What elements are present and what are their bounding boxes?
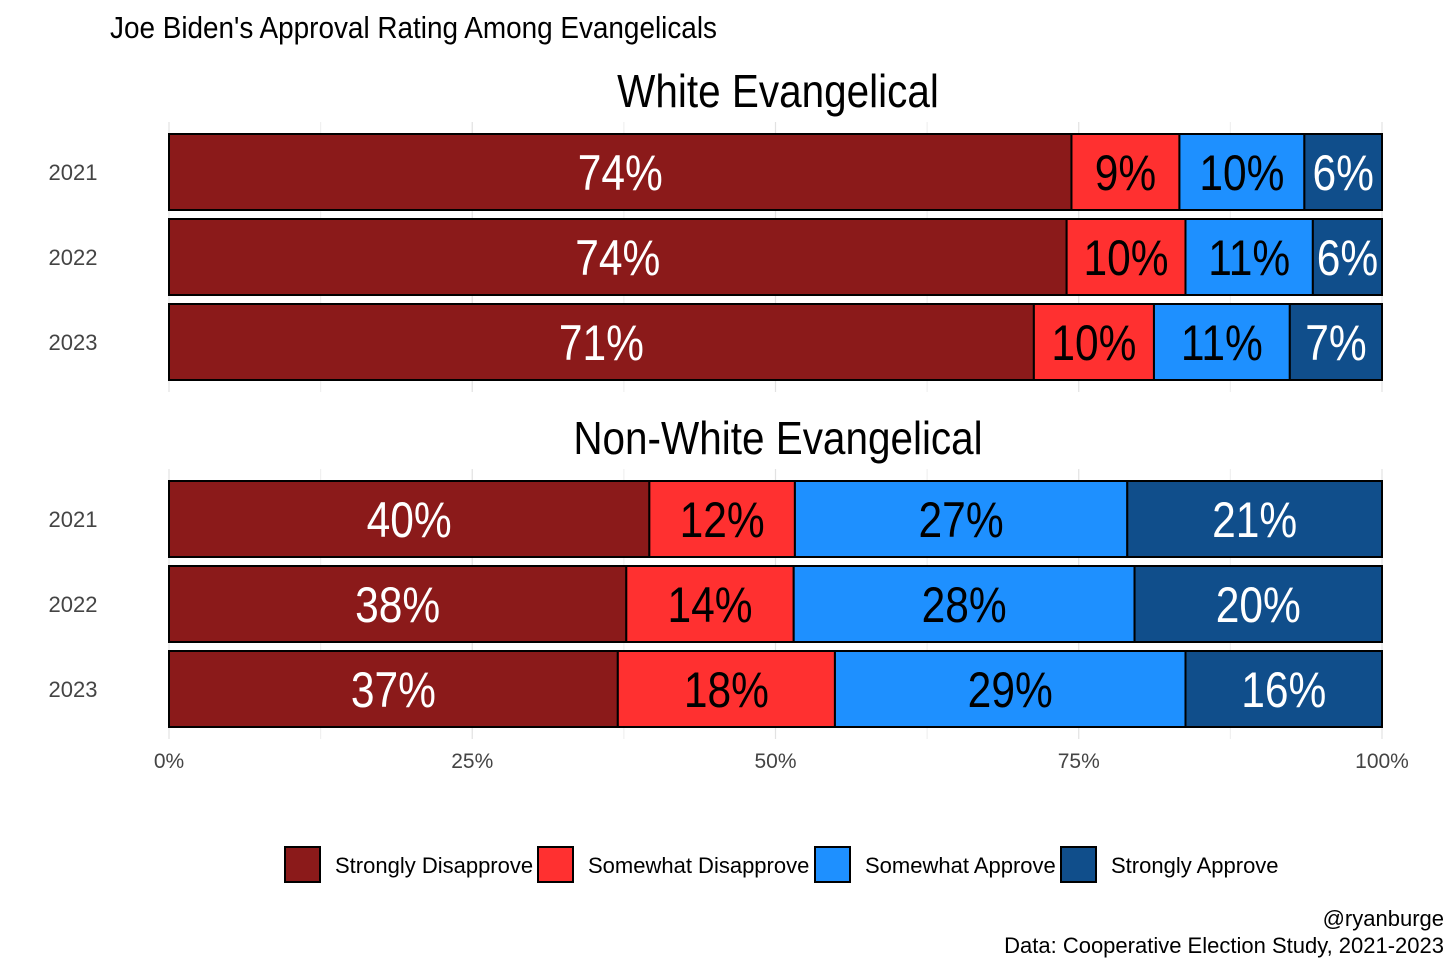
panel-1: Non-White Evangelical 2021 40% 12% 27% 21% 202…: [49, 414, 1384, 739]
bar-value-label: 9%: [1095, 145, 1156, 201]
bar-value-label: 11%: [1208, 230, 1290, 286]
bar-value-label: 40%: [367, 492, 452, 548]
year-label: 2023: [49, 677, 98, 702]
legend-swatch: [284, 846, 321, 883]
bar-value-label: 12%: [680, 492, 765, 548]
legend-swatch: [1060, 846, 1097, 883]
bar-value-label: 29%: [968, 662, 1053, 718]
bar-segment: [168, 303, 1035, 381]
bar-segment: [168, 480, 651, 558]
bar-value-label: 21%: [1212, 492, 1297, 548]
bar-segment: [1288, 303, 1384, 381]
panel-title: White Evangelical: [617, 67, 939, 118]
year-label: 2022: [49, 592, 98, 617]
bar-segment: [1178, 133, 1306, 211]
bar-value-label: 74%: [578, 145, 663, 201]
bar-segment: [648, 480, 796, 558]
bar-segment: [1126, 480, 1384, 558]
year-label: 2021: [49, 507, 98, 532]
x-tick-label: 0%: [154, 750, 184, 773]
bar-segment: [1311, 218, 1384, 296]
chart-title: Joe Biden's Approval Rating Among Evange…: [110, 11, 717, 46]
bar-segment: [625, 565, 795, 643]
panel-title: Non-White Evangelical: [573, 414, 982, 465]
bar-segment: [793, 480, 1129, 558]
bar-segment: [168, 565, 628, 643]
bar-value-label: 16%: [1241, 662, 1326, 718]
legend-label: Somewhat Disapprove: [588, 853, 809, 878]
bar-segment: [1184, 218, 1314, 296]
x-tick-label: 75%: [1058, 750, 1100, 773]
bar-value-label: 20%: [1216, 577, 1301, 633]
legend-swatch: [814, 846, 851, 883]
bar-value-label: 27%: [919, 492, 1004, 548]
bar-value-label: 71%: [559, 315, 644, 371]
bar-segment: [1152, 303, 1291, 381]
x-tick-label: 50%: [754, 750, 796, 773]
bar-value-label: 6%: [1317, 230, 1378, 286]
year-label: 2022: [49, 245, 98, 270]
year-label: 2023: [49, 330, 98, 355]
bar-value-label: 38%: [355, 577, 440, 633]
x-tick-label: 25%: [451, 750, 493, 773]
legend-label: Somewhat Approve: [865, 853, 1056, 878]
caption-source: Data: Cooperative Election Study, 2021-2…: [1004, 933, 1444, 958]
legend-label: Strongly Disapprove: [335, 853, 533, 878]
bar-value-label: 14%: [667, 577, 752, 633]
bar-segment: [1133, 565, 1383, 643]
bar-value-label: 10%: [1084, 230, 1169, 286]
panel-0: White Evangelical 2021 74% 9% 10% 6% 2022 74% 10…: [49, 67, 1384, 392]
bar-value-label: 28%: [922, 577, 1007, 633]
bar-segment: [1032, 303, 1155, 381]
bar-segment: [1065, 218, 1187, 296]
legend-swatch: [537, 846, 574, 883]
bar-segment: [168, 650, 619, 728]
bar-value-label: 37%: [351, 662, 436, 718]
legend-label: Strongly Approve: [1111, 853, 1279, 878]
bar-value-label: 7%: [1305, 315, 1366, 371]
year-label: 2021: [49, 160, 98, 185]
bar-value-label: 6%: [1312, 145, 1373, 201]
bar-segment: [1070, 133, 1181, 211]
bar-value-label: 18%: [684, 662, 769, 718]
x-tick-label: 100%: [1355, 750, 1409, 773]
bar-segment: [833, 650, 1187, 728]
bar-segment: [792, 565, 1136, 643]
bar-value-label: 10%: [1199, 145, 1284, 201]
bar-value-label: 11%: [1181, 315, 1263, 371]
bar-segment: [1184, 650, 1384, 728]
bar-value-label: 74%: [575, 230, 660, 286]
caption-handle: @ryanburge: [1323, 906, 1444, 931]
legend: Strongly Disapprove Somewhat Disapprove So…: [284, 846, 1279, 883]
bar-value-label: 10%: [1051, 315, 1136, 371]
bar-segment: [1303, 133, 1384, 211]
bar-segment: [168, 218, 1068, 296]
bar-segment: [616, 650, 836, 728]
